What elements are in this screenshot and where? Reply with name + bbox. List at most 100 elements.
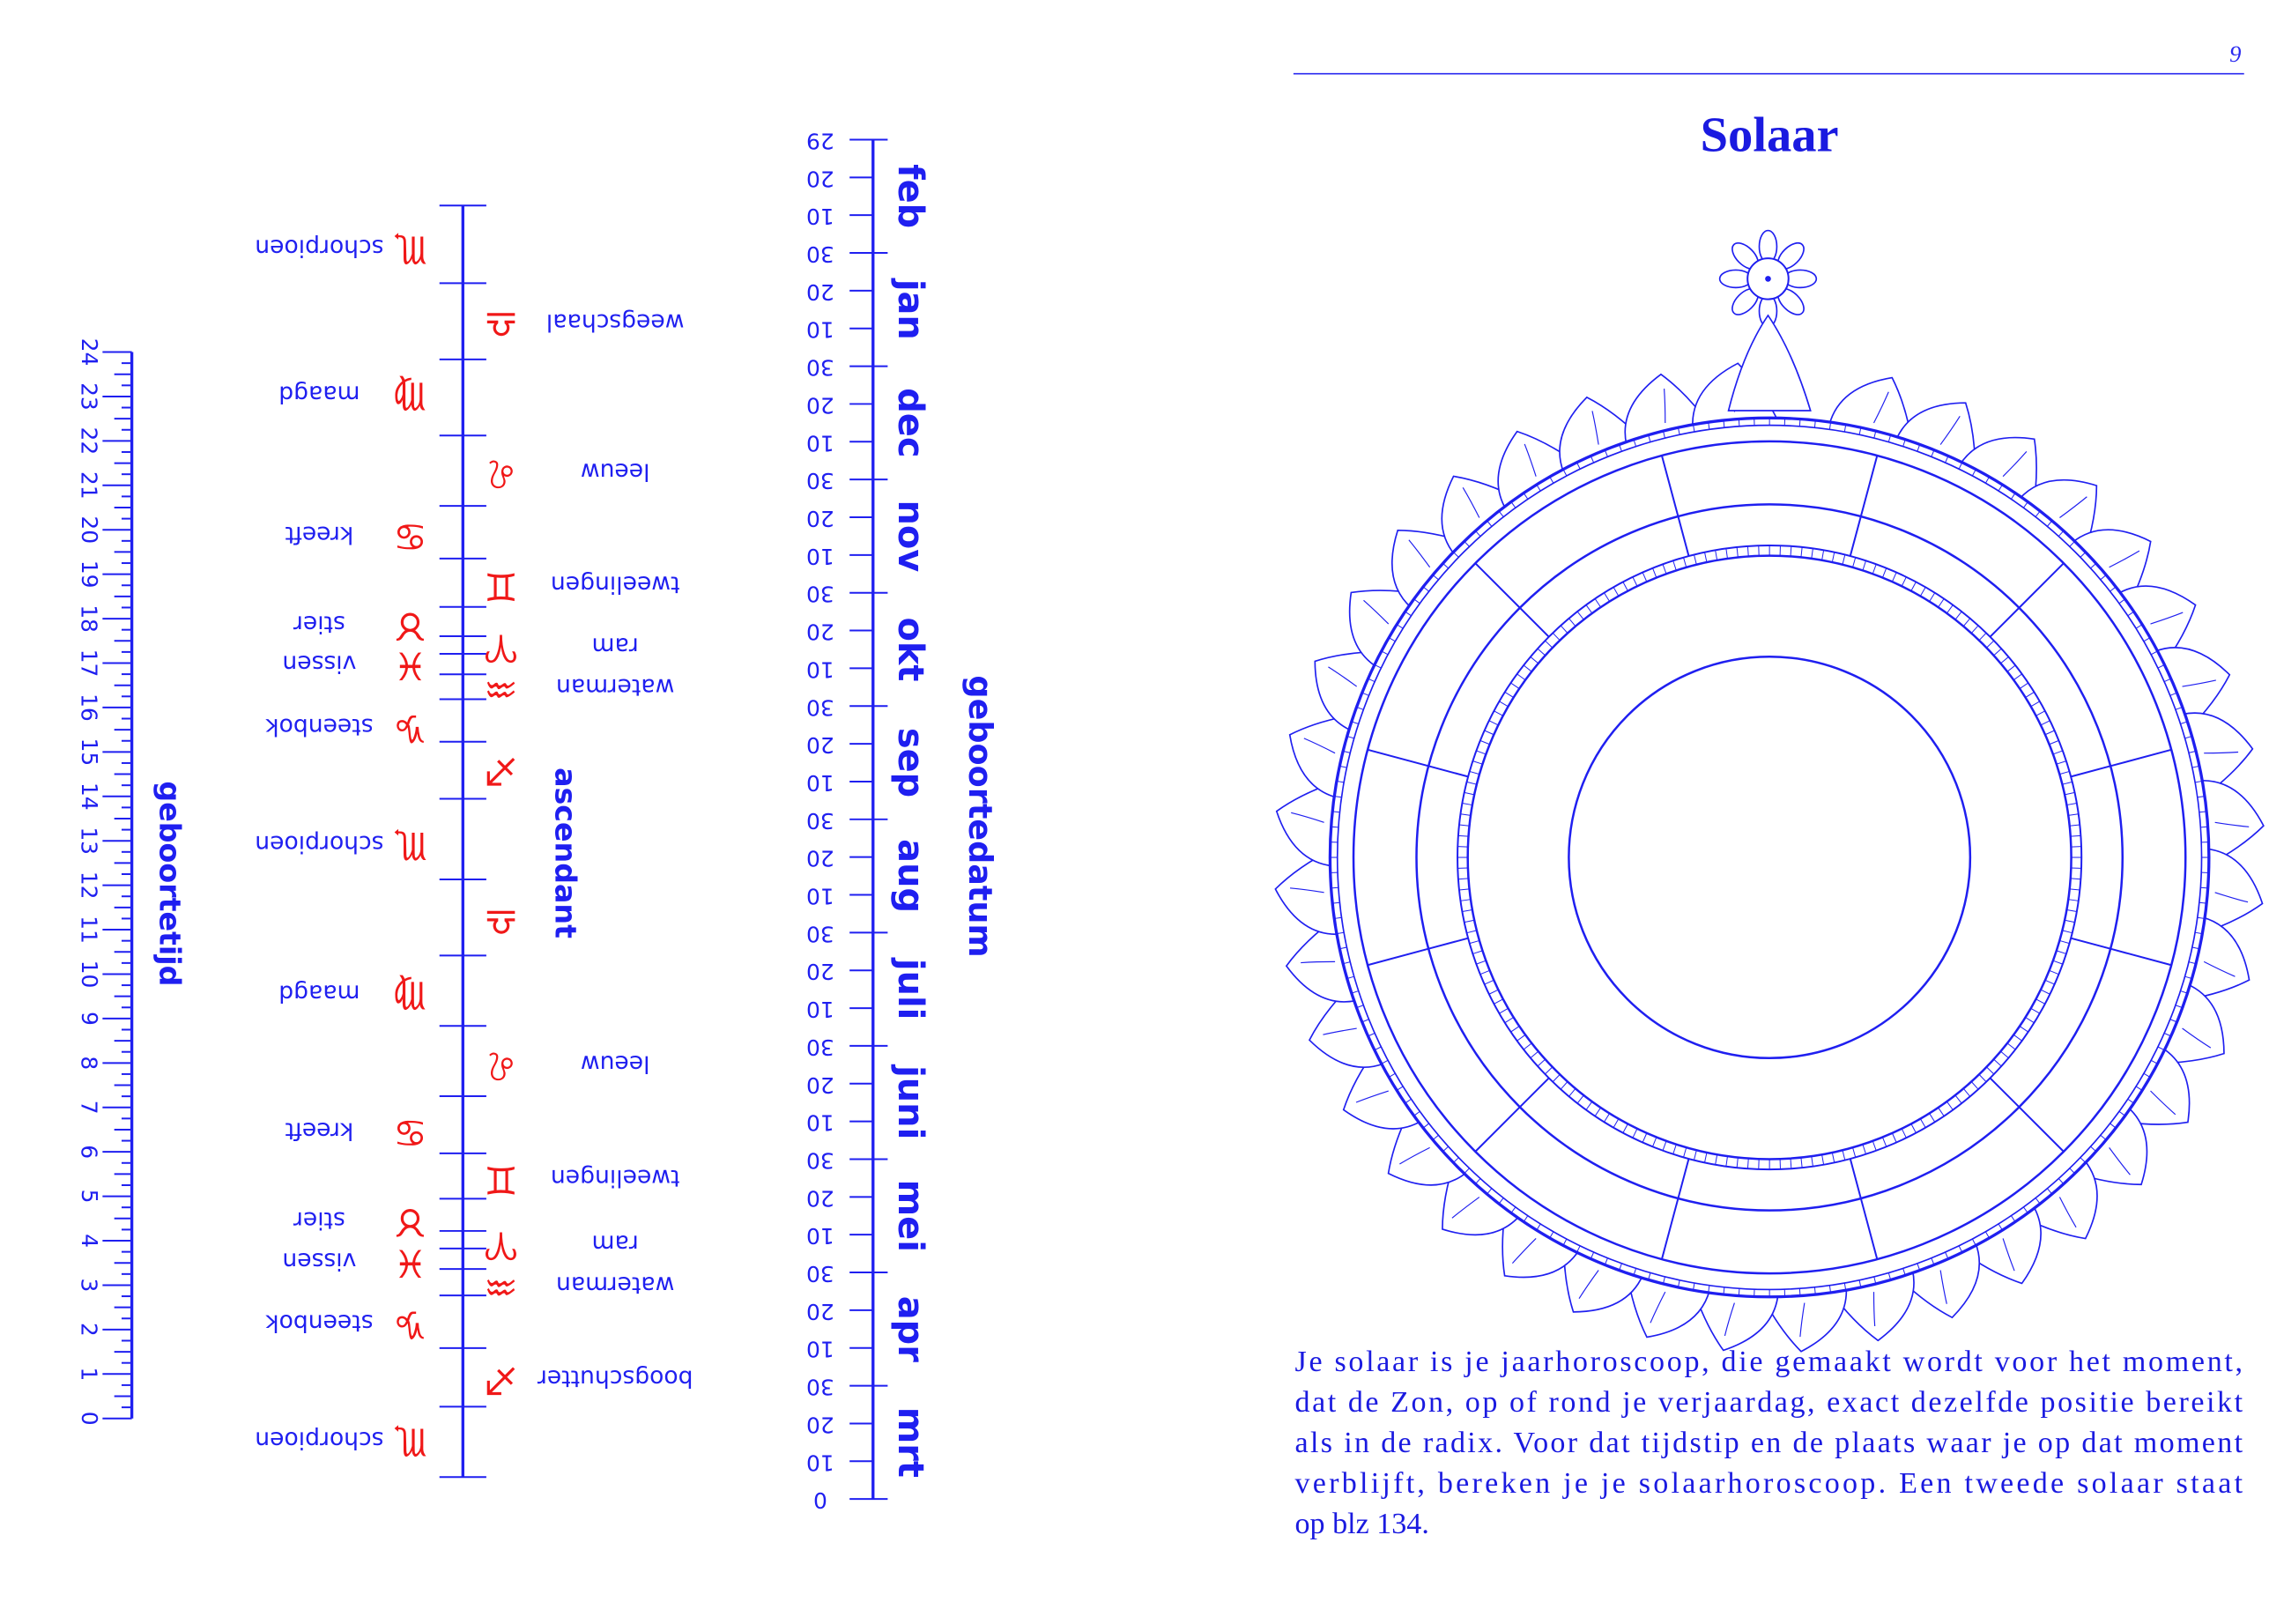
time-tick-label: 9: [77, 1012, 102, 1026]
degree-tick: [2080, 552, 2087, 558]
degree-tick: [2059, 939, 2070, 945]
paragraph-line: als in de radix. Voor dat tijdstip en de…: [1295, 1427, 2243, 1459]
degree-tick: [1464, 919, 1475, 923]
sign-symbol: ♋: [393, 514, 427, 558]
degree-tick: [1998, 1223, 2003, 1231]
degree-tick: [1619, 444, 1622, 452]
degree-tick: [1549, 476, 1554, 484]
degree-tick: [1984, 1231, 1990, 1239]
degree-tick: [1843, 1282, 1847, 1291]
house-divider: [2018, 1106, 2065, 1153]
solar-wheel: [1274, 229, 2265, 1353]
petal-vein: [2109, 550, 2140, 568]
time-scale-label: geboortetijd: [153, 781, 188, 986]
time-tick-label: 17: [77, 649, 102, 678]
degree-tick: [2191, 765, 2200, 768]
house-divider: [1519, 1077, 1550, 1109]
petal-vein: [1363, 599, 1390, 625]
date-tick-label: 30: [806, 468, 834, 493]
degree-tick: [1576, 462, 1581, 470]
degree-tick: [1472, 760, 1483, 765]
degree-tick: [1537, 1058, 1546, 1067]
degree-tick: [1405, 611, 1412, 617]
degree-tick: [1954, 611, 1962, 620]
degree-tick: [1523, 493, 1529, 500]
right-page: 9 Solaar Je solaar is je jaarhoroscoop, …: [1274, 41, 2265, 1540]
sign-name: maagd: [278, 979, 360, 1006]
degree-tick: [1334, 916, 1342, 919]
degree-tick: [2044, 979, 2055, 985]
petal-vein: [2182, 679, 2216, 687]
degree-tick: [2143, 1072, 2151, 1078]
ascendant-label: ascendant: [549, 768, 583, 938]
date-tick-label: 10: [806, 1223, 834, 1249]
sign-name: boogschutter: [538, 1365, 693, 1392]
degree-tick: [2068, 813, 2079, 816]
degree-tick: [1842, 554, 1846, 565]
degree-tick: [2184, 736, 2192, 739]
time-tick-label: 20: [77, 515, 102, 544]
date-tick-label: 30: [806, 694, 834, 720]
degree-tick: [1562, 1238, 1568, 1246]
degree-tick: [1453, 552, 1459, 558]
degree-tick: [1715, 550, 1718, 560]
degree-tick: [2180, 721, 2188, 724]
time-tick-label: 18: [77, 604, 102, 633]
degree-tick: [1422, 586, 1430, 592]
degree-tick: [2059, 770, 2070, 775]
date-tick-label: 10: [806, 656, 834, 682]
petal-vein: [2214, 892, 2249, 903]
degree-tick: [1858, 427, 1862, 435]
date-tick-label: 10: [806, 1337, 834, 1362]
house-divider: [1474, 1106, 1521, 1153]
degree-tick: [2069, 824, 2080, 827]
sign-symbol: ♈: [484, 625, 518, 669]
sign-name: vissen: [282, 649, 356, 677]
date-tick-label: 20: [806, 392, 834, 418]
degree-tick: [2010, 1215, 2016, 1222]
sign-symbol: ♒: [484, 666, 518, 710]
petal-vein: [2002, 451, 2028, 478]
degree-tick: [1464, 540, 1470, 547]
degree-tick: [1453, 1157, 1459, 1163]
time-tick-label: 0: [77, 1412, 102, 1426]
degree-tick: [1339, 946, 1347, 950]
degree-tick: [1413, 598, 1420, 604]
degree-tick: [2080, 1157, 2087, 1163]
time-tick-label: 19: [77, 560, 102, 589]
date-tick-label: 20: [806, 506, 834, 531]
degree-tick: [1677, 1279, 1680, 1287]
petal-vein: [1939, 416, 1961, 445]
degree-tick: [1494, 998, 1504, 1005]
sign-symbol: ♎: [484, 301, 518, 345]
degree-tick: [1504, 691, 1514, 698]
house-divider: [1367, 947, 1429, 967]
degree-tick: [1590, 1251, 1595, 1259]
degree-tick: [1479, 969, 1490, 975]
degree-tick: [1902, 1268, 1906, 1276]
degree-tick: [1536, 484, 1541, 492]
paragraph-line: op blz 134.: [1295, 1508, 1429, 1540]
time-tick-label: 1: [77, 1367, 102, 1381]
degree-tick: [1725, 548, 1728, 559]
degree-tick: [1498, 1198, 1504, 1205]
degree-tick: [1460, 899, 1472, 901]
degree-tick: [1457, 834, 1469, 837]
time-tick-label: 23: [77, 382, 102, 411]
sign-name: stier: [293, 1206, 345, 1234]
time-tick-label: 5: [77, 1190, 102, 1204]
sign-symbol: ♒: [484, 1264, 518, 1308]
petal-vein: [1291, 812, 1324, 823]
degree-tick: [1576, 1245, 1581, 1253]
degree-tick: [2000, 656, 2009, 664]
date-tick-label: 30: [806, 1034, 834, 1060]
degree-tick: [1343, 961, 1351, 965]
date-tick-label: 10: [806, 884, 834, 909]
degree-tick: [1549, 1231, 1554, 1239]
degree-tick: [1828, 1285, 1832, 1293]
date-tick-label: 30: [806, 241, 834, 267]
time-tick-label: 13: [77, 827, 102, 855]
degree-tick: [1901, 1128, 1907, 1138]
date-tick-label: 20: [806, 1299, 834, 1324]
